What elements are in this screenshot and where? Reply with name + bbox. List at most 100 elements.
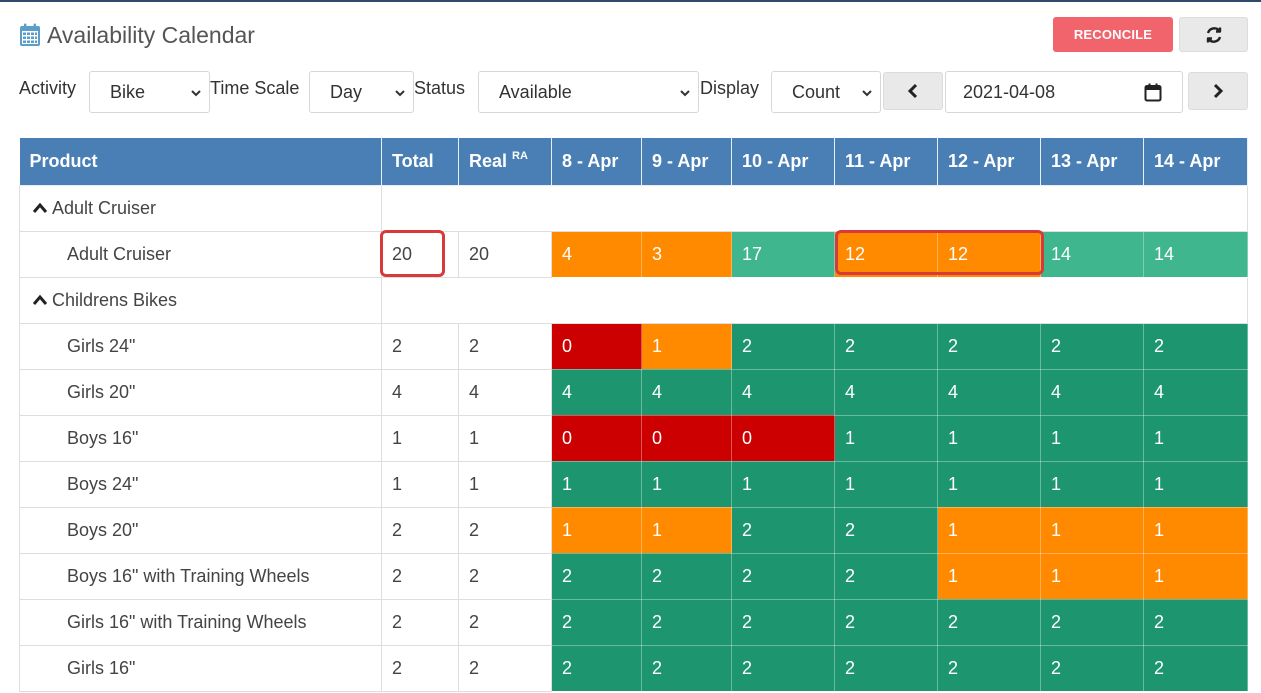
availability-cell[interactable]: 2 [731, 322, 835, 370]
availability-cell[interactable]: 2 [1040, 598, 1144, 646]
collapse-caret-icon[interactable] [32, 202, 48, 214]
availability-cell[interactable]: 1 [937, 414, 1041, 462]
availability-cell[interactable]: 3 [641, 230, 732, 278]
header-real[interactable]: Real RA [458, 138, 552, 186]
availability-cell[interactable]: 12 [834, 230, 938, 278]
date-input[interactable]: 2021-04-08 [945, 71, 1183, 113]
availability-cell[interactable]: 2 [731, 598, 835, 646]
availability-cell[interactable]: 2 [641, 552, 732, 600]
total-cell[interactable]: 2 [381, 552, 459, 600]
availability-cell[interactable]: 1 [551, 506, 642, 554]
availability-cell[interactable]: 0 [551, 414, 642, 462]
availability-cell[interactable]: 2 [834, 598, 938, 646]
availability-cell[interactable]: 2 [731, 644, 835, 692]
header-date[interactable]: 10 - Apr [731, 138, 835, 186]
real-cell[interactable]: 2 [458, 598, 552, 646]
group-header[interactable]: Childrens Bikes [19, 276, 382, 324]
header-date[interactable]: 14 - Apr [1143, 138, 1248, 186]
availability-cell[interactable]: 2 [731, 552, 835, 600]
availability-cell[interactable]: 1 [1040, 552, 1144, 600]
availability-cell[interactable]: 4 [641, 368, 732, 416]
availability-cell[interactable]: 1 [1143, 460, 1248, 508]
group-row[interactable]: Adult Cruiser [19, 184, 1248, 232]
real-cell[interactable]: 2 [458, 644, 552, 692]
availability-cell[interactable]: 2 [1143, 644, 1248, 692]
reconcile-button[interactable]: RECONCILE [1053, 17, 1173, 52]
total-cell[interactable]: 2 [381, 506, 459, 554]
availability-cell[interactable]: 2 [551, 552, 642, 600]
availability-cell[interactable]: 0 [551, 322, 642, 370]
real-cell[interactable]: 2 [458, 552, 552, 600]
real-cell[interactable]: 2 [458, 506, 552, 554]
real-cell[interactable]: 4 [458, 368, 552, 416]
date-picker-icon[interactable] [1144, 83, 1162, 102]
availability-cell[interactable]: 2 [641, 598, 732, 646]
availability-cell[interactable]: 0 [731, 414, 835, 462]
availability-cell[interactable]: 1 [551, 460, 642, 508]
availability-cell[interactable]: 4 [551, 230, 642, 278]
header-date[interactable]: 9 - Apr [641, 138, 732, 186]
real-cell[interactable]: 1 [458, 414, 552, 462]
availability-cell[interactable]: 1 [1040, 414, 1144, 462]
display-select[interactable]: Count [771, 71, 881, 113]
group-header[interactable]: Adult Cruiser [19, 184, 382, 232]
real-cell[interactable]: 1 [458, 460, 552, 508]
availability-cell[interactable]: 1 [1040, 460, 1144, 508]
collapse-caret-icon[interactable] [32, 294, 48, 306]
header-date[interactable]: 8 - Apr [551, 138, 642, 186]
availability-cell[interactable]: 4 [1143, 368, 1248, 416]
availability-cell[interactable]: 2 [834, 644, 938, 692]
availability-cell[interactable]: 0 [641, 414, 732, 462]
availability-cell[interactable]: 1 [641, 506, 732, 554]
availability-cell[interactable]: 1 [1040, 506, 1144, 554]
availability-cell[interactable]: 1 [834, 460, 938, 508]
availability-cell[interactable]: 2 [834, 552, 938, 600]
real-cell[interactable]: 20 [458, 230, 552, 278]
availability-cell[interactable]: 2 [937, 322, 1041, 370]
availability-cell[interactable]: 1 [1143, 506, 1248, 554]
status-select[interactable]: Available [478, 71, 699, 113]
total-cell[interactable]: 4 [381, 368, 459, 416]
availability-cell[interactable]: 2 [834, 322, 938, 370]
availability-cell[interactable]: 2 [551, 598, 642, 646]
header-date[interactable]: 12 - Apr [937, 138, 1041, 186]
header-total[interactable]: Total [381, 138, 459, 186]
previous-date-button[interactable] [883, 72, 943, 110]
refresh-button[interactable] [1179, 17, 1248, 52]
group-row[interactable]: Childrens Bikes [19, 276, 1248, 324]
header-product[interactable]: Product [19, 138, 382, 186]
availability-cell[interactable]: 1 [641, 322, 732, 370]
total-cell[interactable]: 2 [381, 598, 459, 646]
availability-cell[interactable]: 1 [641, 460, 732, 508]
availability-cell[interactable]: 2 [1040, 322, 1144, 370]
availability-cell[interactable]: 2 [1040, 644, 1144, 692]
availability-cell[interactable]: 14 [1143, 230, 1248, 278]
availability-cell[interactable]: 12 [937, 230, 1041, 278]
availability-cell[interactable]: 1 [937, 506, 1041, 554]
total-cell[interactable]: 20 [381, 230, 459, 278]
availability-cell[interactable]: 4 [834, 368, 938, 416]
availability-cell[interactable]: 1 [731, 460, 835, 508]
availability-cell[interactable]: 1 [1143, 414, 1248, 462]
total-cell[interactable]: 1 [381, 460, 459, 508]
header-date[interactable]: 13 - Apr [1040, 138, 1144, 186]
availability-cell[interactable]: 14 [1040, 230, 1144, 278]
availability-cell[interactable]: 1 [834, 414, 938, 462]
availability-cell[interactable]: 17 [731, 230, 835, 278]
total-cell[interactable]: 2 [381, 322, 459, 370]
time-scale-select[interactable]: Day [309, 71, 414, 113]
availability-cell[interactable]: 4 [731, 368, 835, 416]
availability-cell[interactable]: 4 [1040, 368, 1144, 416]
header-date[interactable]: 11 - Apr [834, 138, 938, 186]
availability-cell[interactable]: 1 [937, 552, 1041, 600]
real-cell[interactable]: 2 [458, 322, 552, 370]
availability-cell[interactable]: 1 [1143, 552, 1248, 600]
activity-select[interactable]: Bike [89, 71, 210, 113]
availability-cell[interactable]: 2 [937, 598, 1041, 646]
availability-cell[interactable]: 4 [937, 368, 1041, 416]
next-date-button[interactable] [1188, 72, 1248, 110]
availability-cell[interactable]: 2 [551, 644, 642, 692]
availability-cell[interactable]: 2 [1143, 598, 1248, 646]
total-cell[interactable]: 2 [381, 644, 459, 692]
total-cell[interactable]: 1 [381, 414, 459, 462]
